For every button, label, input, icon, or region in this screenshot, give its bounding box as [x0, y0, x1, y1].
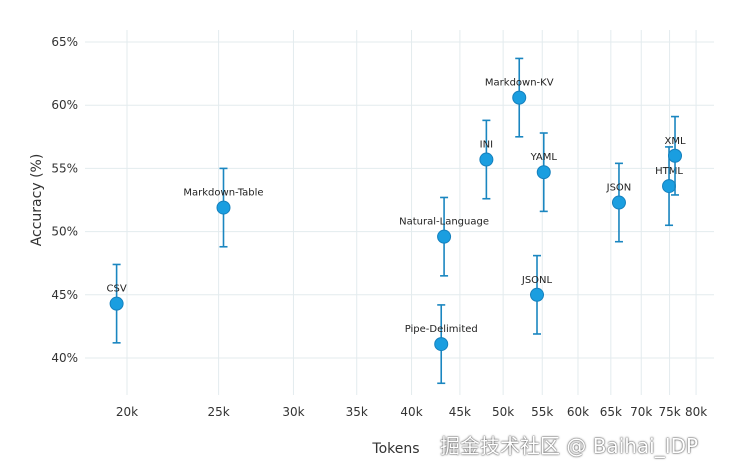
marker	[536, 165, 551, 180]
point-label: Pipe-Delimited	[405, 324, 478, 335]
y-tick-label: 40%	[51, 351, 78, 365]
point-label: YAML	[530, 152, 558, 163]
point-label: INI	[480, 140, 493, 151]
y-tick-label: 55%	[51, 161, 78, 175]
y-tick-label: 50%	[51, 225, 78, 239]
marker	[437, 229, 452, 244]
data-point-csv: CSV	[107, 263, 127, 344]
point-label: JSONL	[521, 275, 553, 286]
x-tick-label: 25k	[207, 405, 229, 419]
marker	[216, 200, 231, 215]
grid	[85, 30, 714, 395]
marker	[434, 337, 449, 352]
data-point-xml: XML	[664, 115, 686, 196]
data-points: CSV Markdown-Table Natural-Language Pipe-De…	[107, 57, 686, 385]
watermark: 掘金技术社区 @ Baihai_IDP	[440, 434, 699, 458]
y-tick-label: 45%	[51, 288, 78, 302]
y-axis-ticks: 40% 45% 50% 55% 60% 65%	[51, 35, 78, 365]
marker	[530, 287, 545, 302]
x-tick-label: 70k	[630, 405, 652, 419]
point-label: XML	[664, 136, 685, 147]
point-label: Markdown-Table	[183, 188, 263, 199]
point-label: Markdown-KV	[485, 78, 554, 89]
x-tick-label: 75k	[658, 405, 680, 419]
marker	[662, 179, 677, 194]
point-label: JSON	[606, 183, 632, 194]
x-tick-label: 50k	[492, 405, 514, 419]
marker	[512, 90, 527, 105]
data-point-json: JSON	[606, 162, 632, 243]
data-point-html: HTML	[655, 146, 683, 227]
point-label: HTML	[655, 166, 683, 177]
x-axis-ticks: 20k 25k 30k 35k 40k 45k 50k 55k 60k 65k 70k 75k 80k	[116, 405, 707, 419]
point-label: Natural-Language	[399, 217, 489, 228]
marker	[479, 152, 494, 167]
data-point-yaml: YAML	[530, 132, 558, 213]
data-point-jsonl: JSONL	[521, 254, 553, 335]
data-point-markdown-table: Markdown-Table	[183, 167, 264, 248]
x-tick-label: 20k	[116, 405, 138, 419]
x-tick-label: 65k	[600, 405, 622, 419]
y-tick-label: 65%	[51, 35, 78, 49]
x-tick-label: 55k	[531, 405, 553, 419]
x-axis-title: Tokens	[371, 441, 419, 457]
y-axis-title: Accuracy (%)	[29, 154, 45, 247]
point-label: CSV	[107, 284, 127, 295]
x-tick-label: 35k	[346, 405, 368, 419]
x-tick-label: 30k	[282, 405, 304, 419]
data-point-pipe-delimited: Pipe-Delimited	[405, 304, 478, 385]
data-point-markdown-kv: Markdown-KV	[485, 57, 554, 138]
data-point-ini: INI	[479, 119, 494, 200]
marker	[668, 148, 683, 163]
x-tick-label: 45k	[449, 405, 471, 419]
x-tick-label: 40k	[400, 405, 422, 419]
y-tick-label: 60%	[51, 98, 78, 112]
marker	[611, 195, 626, 210]
x-tick-label: 60k	[567, 405, 589, 419]
x-tick-label: 80k	[685, 405, 707, 419]
marker	[109, 296, 124, 311]
data-point-natural-language: Natural-Language	[399, 196, 489, 277]
